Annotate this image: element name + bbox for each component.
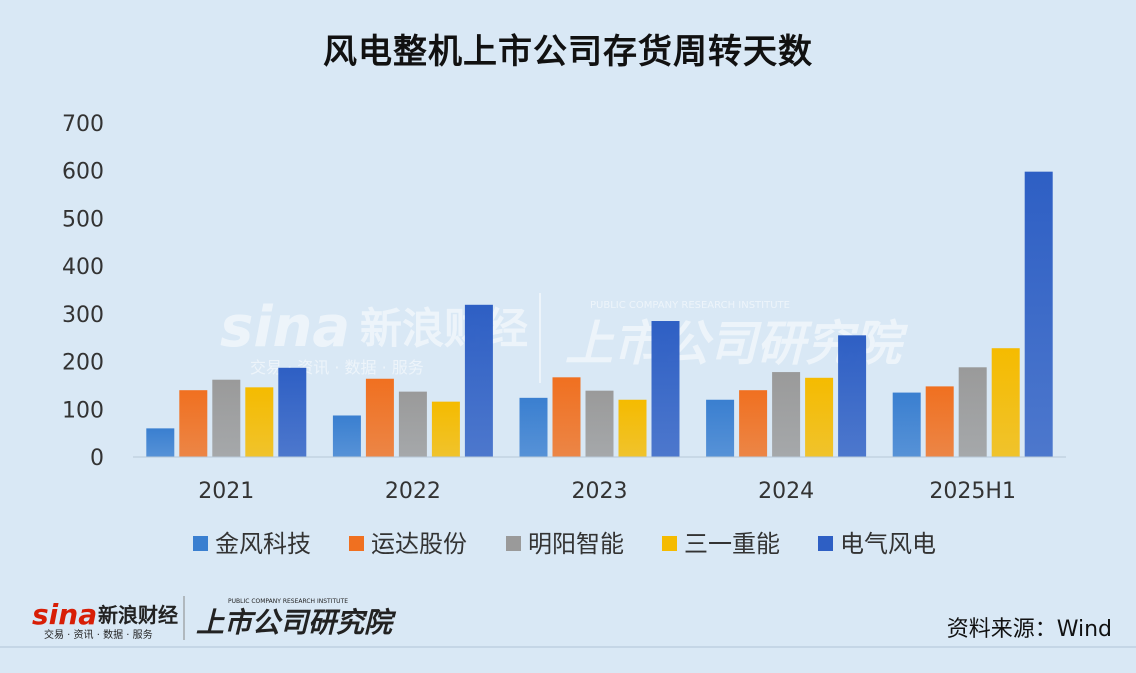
footer-tagline: 交易 · 资讯 · 数据 · 服务 <box>44 628 153 641</box>
bar-2024-三一重能 <box>805 377 834 457</box>
legend-swatch <box>506 536 521 551</box>
y-tick-label: 100 <box>62 398 104 423</box>
y-tick-label: 400 <box>62 255 104 280</box>
bar-2021-三一重能 <box>245 387 274 457</box>
x-tick-label: 2024 <box>758 479 814 504</box>
x-tick-label: 2023 <box>572 479 628 504</box>
watermark-brand-cn: 新浪财经 <box>360 304 528 353</box>
bar-2023-三一重能 <box>618 399 647 457</box>
legend-label: 运达股份 <box>371 530 467 558</box>
bar-2024-运达股份 <box>739 390 768 457</box>
bar-2023-电气风电 <box>651 321 680 457</box>
bar-2022-金风科技 <box>332 415 361 457</box>
legend-label: 电气风电 <box>840 530 936 558</box>
y-tick-label: 300 <box>62 303 104 328</box>
bar-2024-金风科技 <box>706 399 735 457</box>
y-tick-label: 700 <box>62 112 104 137</box>
bar-2022-明阳智能 <box>398 391 427 457</box>
legend-swatch <box>193 536 208 551</box>
y-tick-label: 500 <box>62 207 104 232</box>
bar-2025H1-运达股份 <box>925 386 954 457</box>
y-tick-label: 200 <box>62 351 104 376</box>
bar-2021-金风科技 <box>146 428 175 457</box>
bar-2021-运达股份 <box>179 390 208 457</box>
y-tick-label: 0 <box>90 446 104 471</box>
footer-brand-logo: sina 新浪财经 交易 · 资讯 · 数据 · 服务 PUBLIC COMPA… <box>32 596 397 641</box>
x-axis-ticks: 2021 2022 2023 2024 2025H1 <box>198 479 1016 504</box>
legend: 金风科技 运达股份 明阳智能 三一重能 电气风电 <box>193 530 936 558</box>
y-axis-ticks: 0 100 200 300 400 500 600 700 <box>62 112 104 471</box>
bar-2025H1-明阳智能 <box>958 367 987 457</box>
legend-swatch <box>818 536 833 551</box>
x-tick-label: 2021 <box>198 479 254 504</box>
bar-2022-三一重能 <box>431 401 460 457</box>
bar-2022-电气风电 <box>464 304 493 457</box>
legend-label: 三一重能 <box>684 530 780 558</box>
footer-institute-en: PUBLIC COMPANY RESEARCH INSTITUTE <box>228 598 348 605</box>
bar-2021-明阳智能 <box>212 379 241 457</box>
bar-2025H1-三一重能 <box>991 348 1020 457</box>
bar-2025H1-电气风电 <box>1024 171 1053 457</box>
x-tick-label: 2025H1 <box>929 479 1016 504</box>
bar-2024-电气风电 <box>838 335 867 457</box>
footer-institute: 上市公司研究院 <box>196 606 397 639</box>
bar-2023-运达股份 <box>552 377 581 457</box>
legend-swatch <box>662 536 677 551</box>
legend-label: 明阳智能 <box>528 530 624 558</box>
bar-2025H1-金风科技 <box>892 392 921 457</box>
footer-brand-cn: 新浪财经 <box>98 603 178 627</box>
legend-swatch <box>349 536 364 551</box>
bar-2023-金风科技 <box>519 397 548 457</box>
footer: sina 新浪财经 交易 · 资讯 · 数据 · 服务 PUBLIC COMPA… <box>0 590 1136 645</box>
watermark-brand: sina <box>220 295 350 360</box>
bar-2021-电气风电 <box>278 367 307 457</box>
y-tick-label: 600 <box>62 160 104 185</box>
chart-title: 风电整机上市公司存货周转天数 <box>323 32 813 72</box>
bars <box>146 171 1053 457</box>
source-note: 资料来源：Wind <box>946 617 1112 642</box>
bar-2022-运达股份 <box>365 378 394 457</box>
x-tick-label: 2022 <box>385 479 441 504</box>
bar-2023-明阳智能 <box>585 390 614 457</box>
footer-brand: sina <box>32 598 97 631</box>
legend-label: 金风科技 <box>215 530 311 558</box>
bar-2024-明阳智能 <box>772 372 801 457</box>
bottom-rule <box>0 646 1136 648</box>
watermark-institute-en: PUBLIC COMPANY RESEARCH INSTITUTE <box>590 300 790 311</box>
